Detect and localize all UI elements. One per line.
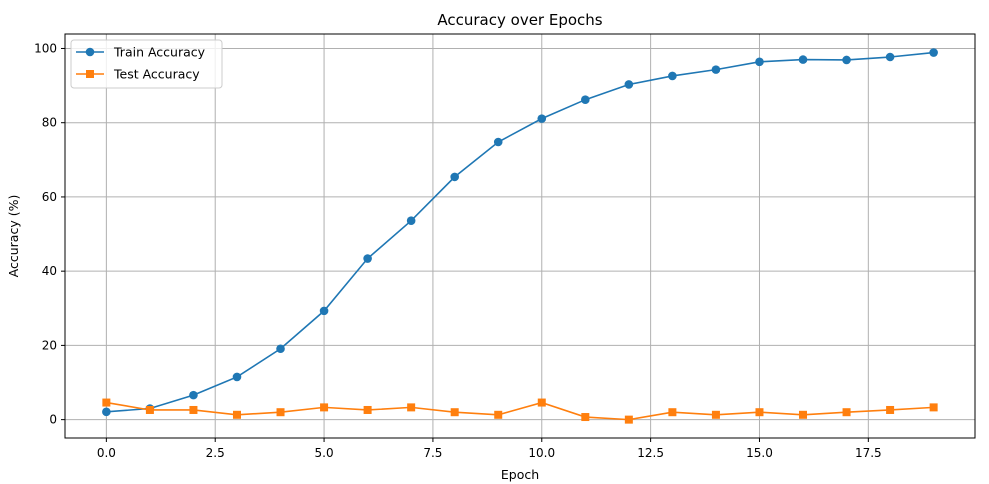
x-tick-label: 12.5: [637, 446, 664, 460]
test-accuracy-point: [189, 405, 198, 414]
train-accuracy-point: [711, 65, 721, 74]
train-accuracy-point: [537, 114, 547, 123]
train-accuracy-point: [885, 52, 895, 62]
train-accuracy-point: [624, 80, 634, 89]
series-layer: [102, 48, 938, 424]
legend-box: [70, 39, 223, 89]
y-tick-label: 100: [34, 41, 57, 55]
y-axis-title: Accuracy (%): [6, 195, 21, 278]
test-accuracy-point: [102, 398, 111, 407]
train-accuracy-point: [232, 372, 242, 382]
y-tick-label: 40: [42, 264, 57, 278]
y-tick-label: 80: [42, 116, 57, 130]
test-accuracy-point: [842, 408, 851, 417]
x-tick-label: 7.5: [423, 446, 442, 460]
x-tick-label: 5.0: [315, 446, 334, 460]
test-accuracy-point: [711, 410, 720, 419]
test-accuracy-point: [276, 408, 285, 417]
train-accuracy-point: [450, 172, 459, 182]
x-tick-label: 15.0: [746, 446, 773, 460]
train-accuracy-point: [319, 306, 329, 316]
test-accuracy-point: [755, 408, 764, 417]
train-accuracy-line: [106, 51, 934, 413]
x-axis-title: Epoch: [501, 467, 539, 482]
x-tick-label: 0.0: [97, 446, 116, 460]
train-accuracy-point: [581, 95, 590, 104]
train-accuracy-point: [363, 254, 372, 263]
test-accuracy-line: [106, 401, 934, 421]
legend: Train Accuracy Test Accuracy: [70, 39, 223, 89]
y-tick-label: 0: [49, 413, 57, 427]
train-accuracy-point: [276, 344, 285, 354]
legend-item-train-accuracy: Train Accuracy: [76, 45, 206, 60]
y-tick-label: 60: [42, 190, 57, 204]
test-accuracy-point: [450, 408, 459, 417]
grid-lines: [65, 34, 975, 438]
test-accuracy-point: [407, 403, 416, 412]
test-accuracy-point: [537, 398, 546, 407]
train-accuracy-point: [842, 55, 851, 65]
train-accuracy-point: [668, 71, 677, 81]
test-accuracy-point: [363, 405, 372, 414]
chart-title: Accuracy over Epochs: [437, 11, 602, 29]
test-accuracy-point: [886, 405, 895, 414]
train-accuracy-point: [755, 57, 764, 67]
legend-marker: [86, 70, 94, 78]
legend-label: Test Accuracy: [113, 67, 200, 82]
test-accuracy-point: [232, 410, 241, 419]
test-accuracy-point: [799, 410, 808, 419]
test-accuracy-point: [320, 403, 329, 412]
legend-item-test-accuracy: Test Accuracy: [76, 67, 200, 82]
test-accuracy-point: [929, 403, 938, 412]
axis-ticks: 0.0 2.5 5.0 7.5 10.0 12.5 15.0 17.5 0 20 40 60 80 100: [34, 41, 882, 460]
train-accuracy-point: [798, 55, 808, 64]
x-tick-label: 2.5: [206, 446, 225, 460]
test-accuracy-point: [624, 415, 633, 424]
legend-label: Train Accuracy: [113, 45, 206, 60]
train-accuracy-series: [102, 48, 938, 417]
train-accuracy-point: [189, 390, 198, 400]
legend-marker: [85, 47, 95, 57]
x-tick-label: 17.5: [855, 446, 882, 460]
train-accuracy-point: [929, 48, 938, 57]
test-accuracy-series: [102, 398, 938, 424]
train-accuracy-point: [493, 137, 503, 147]
y-tick-label: 20: [42, 338, 57, 352]
train-accuracy-point: [102, 407, 111, 417]
plot-frame: [64, 33, 976, 439]
test-accuracy-point: [668, 408, 677, 417]
test-accuracy-point: [494, 410, 503, 419]
train-accuracy-point: [406, 216, 416, 225]
test-accuracy-point: [145, 405, 154, 414]
test-accuracy-point: [581, 413, 590, 422]
x-tick-label: 10.0: [528, 446, 555, 460]
